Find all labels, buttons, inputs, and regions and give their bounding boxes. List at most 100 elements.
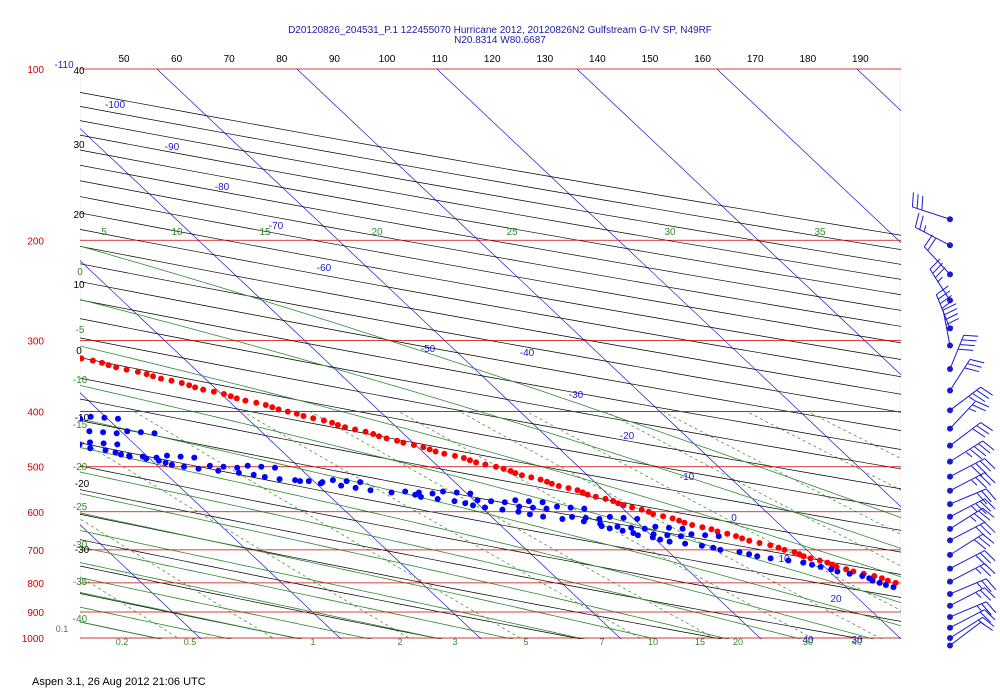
chart-location: N20.8314 W80.6687 — [454, 35, 546, 46]
pressure-tick-label: 900 — [27, 608, 44, 619]
top-tick-label: 190 — [852, 54, 869, 65]
wind-barb-staff — [949, 563, 985, 583]
dewpoint-point — [453, 489, 460, 496]
dewpoint-point — [554, 503, 560, 510]
dewpoint-point — [809, 561, 815, 568]
dewpoint-point — [26, 395, 32, 401]
isotherm-label: 30 — [851, 635, 863, 646]
dewpoint-point — [46, 383, 52, 389]
temperature-point — [878, 575, 885, 582]
wind-barb-flag — [976, 492, 988, 505]
dewpoint-point — [87, 439, 93, 446]
dewpoint-point — [114, 441, 121, 448]
temperature-point — [143, 371, 150, 378]
top-tick-label: 140 — [589, 54, 606, 65]
wind-barb-flag — [984, 587, 996, 599]
moist-adiabat — [80, 530, 586, 639]
dry-adiabat — [80, 299, 901, 450]
dewpoint-point — [15, 397, 21, 403]
moist-adiabat — [80, 345, 901, 578]
moist-adiabat — [80, 546, 514, 639]
wind-barb-flag — [971, 505, 978, 512]
dewpoint-point — [515, 508, 522, 515]
dewpoint-point — [688, 531, 695, 538]
temperature-point — [500, 465, 507, 472]
temperature-point — [342, 424, 348, 431]
wind-barb-staff — [949, 498, 985, 518]
temperature-point — [756, 540, 763, 546]
dewpoint-point — [55, 437, 61, 443]
dewpoint-point — [876, 579, 883, 586]
dewpoint-point — [17, 428, 23, 434]
dewpoint-point — [50, 414, 56, 420]
temperature-point — [724, 530, 731, 537]
dewpoint-point — [516, 503, 523, 510]
wind-barb-flag — [970, 516, 977, 522]
wind-barb-flag — [914, 213, 920, 228]
dewpoint-point — [641, 525, 648, 532]
moist-adiabat — [80, 493, 730, 639]
wind-barb — [923, 234, 953, 278]
wind-barb-staff — [949, 335, 965, 370]
temperature-point — [334, 422, 341, 428]
top-tick-label: 50 — [118, 54, 130, 65]
pressure-tick-label: 800 — [27, 579, 44, 590]
dewpoint-point — [87, 445, 94, 452]
temperature-point — [518, 472, 525, 479]
dewpoint-point — [890, 584, 897, 591]
temperature-point — [507, 468, 514, 474]
dry-adiabat — [80, 246, 901, 395]
dewpoint-point — [543, 505, 550, 512]
dewpoint-point — [9, 383, 15, 389]
dry-adiabat — [80, 149, 901, 296]
dewpoint-point — [717, 546, 724, 553]
pressure-tick-label: 100 — [27, 65, 44, 76]
temperature-point — [807, 555, 814, 562]
moist-adiabat-label: 30 — [664, 227, 676, 238]
moist-adiabat-label: -15 — [73, 420, 88, 431]
wind-barb — [947, 472, 996, 494]
dewpoint-point — [71, 441, 77, 447]
wind-barb-flag — [978, 536, 991, 547]
dry-adiabat — [80, 377, 901, 531]
wind-barb-flag — [929, 258, 941, 270]
dewpoint-point — [628, 524, 635, 531]
mixing-ratio-label: 40 — [852, 637, 862, 647]
wind-barb — [947, 578, 997, 597]
wind-barb-flag — [923, 234, 933, 248]
temperature-point — [689, 522, 696, 528]
mixing-ratio-line — [605, 411, 901, 567]
dry-adiabat — [80, 212, 901, 360]
dewpoint-point — [40, 396, 46, 402]
dewpoint-point — [162, 459, 169, 466]
temperature-point — [441, 450, 448, 457]
temperature-point — [192, 384, 199, 391]
wind-barb-flag — [972, 393, 986, 403]
temperature-point — [320, 417, 327, 424]
wind-barb — [947, 358, 985, 394]
dry-adiabat — [80, 180, 901, 327]
top-tick-label: 70 — [224, 54, 236, 65]
dewpoint-point — [388, 489, 395, 496]
top-tick-label: 90 — [329, 54, 341, 65]
mixing-ratio-line — [242, 411, 643, 639]
wind-barb-flag — [984, 458, 996, 470]
isotherm-label: -70 — [269, 221, 284, 232]
wind-barb-flag — [979, 500, 992, 512]
temperature-point — [548, 480, 555, 487]
wind-barb-flag — [982, 440, 995, 451]
temperature-point — [99, 359, 105, 366]
dewpoint-point — [470, 502, 476, 509]
temperature-point — [89, 357, 96, 364]
wind-barb-flag — [981, 490, 992, 503]
wind-barb — [947, 533, 995, 558]
wind-barb-flag — [911, 192, 914, 207]
wind-barb-flag — [939, 295, 952, 305]
wind-barb-flag — [969, 358, 985, 364]
temperature-point — [233, 395, 240, 402]
dewpoint-point — [220, 463, 227, 470]
dewpoint-point — [664, 532, 671, 539]
moist-adiabat — [80, 447, 875, 639]
temperature-point — [269, 404, 276, 411]
temperature-point — [158, 375, 164, 382]
